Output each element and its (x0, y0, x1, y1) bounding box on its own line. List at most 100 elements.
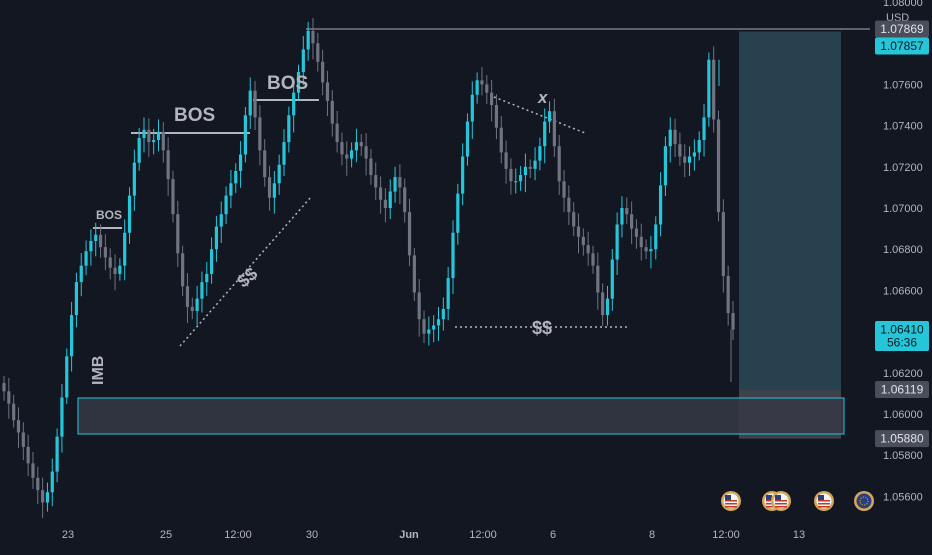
candle[interactable] (731, 300, 735, 341)
candle[interactable] (576, 213, 581, 254)
candle[interactable] (60, 384, 64, 453)
candle[interactable] (224, 186, 228, 225)
candle[interactable] (248, 77, 252, 130)
candle[interactable] (301, 36, 305, 85)
candle[interactable] (649, 235, 653, 269)
candle[interactable] (205, 262, 209, 296)
candle[interactable] (142, 117, 146, 153)
candle[interactable] (383, 188, 387, 223)
candle[interactable] (21, 422, 25, 461)
candle[interactable] (494, 94, 499, 140)
candle[interactable] (668, 117, 672, 163)
candle[interactable] (89, 229, 93, 266)
candle[interactable] (475, 72, 479, 104)
us-event-icon[interactable] (814, 491, 834, 511)
candle[interactable] (359, 134, 363, 157)
candle[interactable] (282, 129, 286, 176)
candle[interactable] (639, 223, 643, 261)
candle[interactable] (374, 162, 378, 200)
candle[interactable] (591, 245, 595, 274)
candle[interactable] (446, 266, 450, 321)
candle[interactable] (407, 198, 412, 267)
candle[interactable] (601, 283, 605, 326)
candle[interactable] (16, 407, 21, 449)
candle[interactable] (586, 231, 590, 266)
candle[interactable] (364, 133, 368, 176)
candle[interactable] (181, 245, 185, 297)
candle[interactable] (678, 132, 682, 166)
candle[interactable] (369, 148, 373, 185)
eu-event-icon[interactable] (854, 491, 874, 511)
candle[interactable] (316, 32, 320, 72)
candle[interactable] (610, 248, 614, 311)
candle[interactable] (490, 79, 494, 122)
candle[interactable] (147, 118, 151, 157)
candle[interactable] (127, 187, 132, 244)
candle[interactable] (480, 67, 484, 96)
candle[interactable] (238, 141, 243, 188)
candle[interactable] (65, 348, 69, 405)
candle[interactable] (523, 153, 528, 193)
candle[interactable] (673, 118, 677, 158)
candle[interactable] (45, 482, 50, 512)
candle[interactable] (644, 239, 648, 260)
candle[interactable] (547, 101, 552, 133)
candle[interactable] (393, 166, 397, 203)
candle[interactable] (726, 265, 730, 326)
candle[interactable] (98, 224, 103, 258)
candle[interactable] (707, 52, 711, 127)
candle[interactable] (277, 154, 281, 195)
candle[interactable] (543, 108, 547, 164)
target-zone[interactable] (739, 31, 841, 390)
candle[interactable] (84, 240, 88, 276)
candle[interactable] (55, 428, 59, 483)
candle[interactable] (630, 201, 634, 245)
candle[interactable] (79, 253, 83, 297)
candle[interactable] (436, 307, 441, 341)
candle[interactable] (716, 110, 721, 222)
candle[interactable] (335, 110, 339, 153)
candle[interactable] (137, 127, 141, 171)
candle[interactable] (557, 134, 561, 195)
candle[interactable] (321, 49, 325, 96)
candle[interactable] (209, 237, 214, 284)
candle[interactable] (171, 170, 175, 223)
candle[interactable] (161, 121, 165, 163)
candle[interactable] (412, 248, 416, 302)
candle[interactable] (7, 377, 11, 419)
candle[interactable] (330, 90, 334, 137)
candle[interactable] (26, 434, 30, 477)
candle[interactable] (195, 285, 199, 326)
candle[interactable] (12, 394, 16, 428)
candle[interactable] (567, 185, 571, 225)
candle[interactable] (398, 164, 402, 205)
candle[interactable] (683, 144, 687, 178)
descending-trendline[interactable] (493, 96, 586, 134)
candle[interactable] (113, 254, 117, 291)
candle[interactable] (123, 219, 127, 281)
candle[interactable] (219, 201, 223, 243)
candle[interactable] (552, 98, 556, 157)
candle[interactable] (692, 139, 696, 171)
candle[interactable] (596, 252, 600, 310)
candle[interactable] (403, 178, 407, 223)
candle[interactable] (152, 128, 156, 155)
candle[interactable] (485, 75, 489, 104)
candle[interactable] (456, 183, 460, 245)
candle[interactable] (518, 165, 523, 191)
candle[interactable] (287, 106, 291, 153)
candle[interactable] (350, 142, 354, 168)
candle[interactable] (388, 179, 392, 219)
candle[interactable] (702, 104, 706, 157)
candle[interactable] (190, 297, 194, 320)
candle[interactable] (533, 147, 537, 181)
candle[interactable] (572, 202, 576, 237)
us-event-icon[interactable] (721, 491, 741, 511)
candle[interactable] (94, 222, 98, 257)
candle[interactable] (422, 310, 426, 344)
candle[interactable] (243, 107, 247, 163)
demand-zone[interactable] (77, 397, 845, 435)
candle[interactable] (185, 273, 190, 324)
candle[interactable] (538, 137, 542, 171)
candle[interactable] (441, 297, 445, 331)
